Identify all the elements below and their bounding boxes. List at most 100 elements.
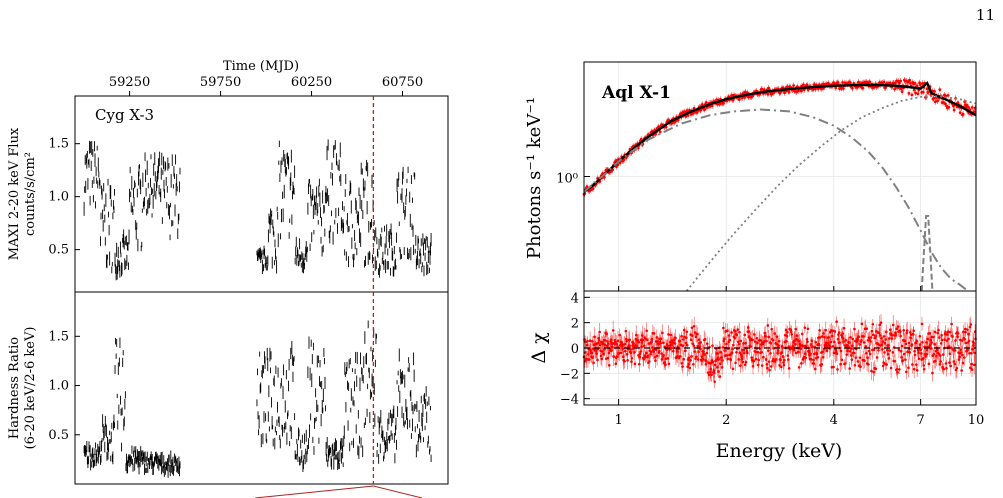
residual-point (844, 362, 847, 365)
residual-point (864, 352, 868, 355)
residual-point (898, 330, 902, 333)
residual-point (642, 344, 646, 348)
residual-point (685, 343, 689, 347)
residual-point (760, 364, 764, 367)
residual-point (958, 355, 961, 359)
residual-point (655, 354, 659, 358)
residual-point (713, 363, 717, 367)
x-tick-label: 10 (968, 413, 985, 428)
aql-x1-title: Aql X-1 (601, 83, 671, 103)
residual-point (754, 357, 758, 361)
residual-point (784, 328, 788, 332)
residual-point (660, 352, 663, 355)
residual-point (838, 341, 841, 344)
data-point (958, 111, 962, 115)
residual-point (730, 331, 733, 334)
residual-point (604, 339, 607, 342)
residual-point (814, 340, 818, 344)
residual-point (858, 356, 862, 359)
residual-point (695, 332, 699, 336)
residual-point (692, 324, 696, 328)
residual-point (794, 327, 797, 331)
residual-point (623, 342, 627, 346)
residual-point (973, 351, 976, 355)
x-tick-label: 60250 (291, 75, 332, 90)
residual-point (950, 322, 953, 326)
residual-point (674, 336, 677, 340)
residual-point (942, 367, 946, 371)
left-bottom-y-ticks: 0.5 1.0 1.5 (48, 329, 80, 443)
data-point (882, 80, 886, 84)
residual-point (865, 327, 868, 331)
residual-point (684, 341, 688, 345)
residual-point (813, 367, 817, 371)
residual-point (870, 329, 874, 333)
residual-point (777, 339, 781, 343)
residual-point (805, 337, 809, 341)
residual-point (688, 366, 692, 370)
residual-point (925, 353, 929, 356)
residual-point (969, 352, 973, 355)
residual-point (790, 330, 793, 334)
residual-point (919, 348, 922, 352)
residual-point (869, 336, 873, 339)
residual-point (851, 344, 854, 347)
residual-point (623, 359, 626, 363)
residual-point (912, 329, 916, 333)
data-point (691, 111, 695, 115)
right-bottom-residuals (582, 314, 977, 389)
residual-point (862, 335, 865, 338)
residual-point (848, 367, 851, 370)
data-point (947, 105, 951, 109)
residual-point (953, 349, 957, 352)
residual-point (689, 338, 693, 342)
residual-point (703, 353, 706, 356)
residual-point (626, 359, 629, 362)
residual-point (839, 362, 842, 366)
residual-point (854, 356, 858, 359)
residual-point (891, 323, 895, 327)
residual-point (726, 357, 730, 361)
residual-point (697, 350, 700, 354)
residual-point (759, 339, 763, 342)
residual-point (803, 352, 807, 355)
residual-point (835, 320, 838, 323)
residual-point (829, 340, 833, 344)
data-point (737, 98, 741, 101)
y-tick-label: 0.5 (48, 428, 69, 443)
residual-point (666, 357, 670, 360)
residual-point (933, 343, 936, 346)
residual-point (621, 347, 625, 350)
residual-point (930, 341, 933, 344)
residual-point (967, 332, 970, 336)
residual-point (948, 352, 952, 356)
residual-point (716, 352, 720, 355)
residual-point (887, 357, 891, 360)
left-top-x-ticks: 59250 59750 60250 60750 (109, 75, 423, 96)
residual-point (820, 335, 824, 338)
residual-point (722, 326, 725, 330)
residual-point (783, 358, 786, 362)
residual-point (924, 355, 927, 358)
residual-point (775, 335, 779, 339)
residual-point (796, 350, 800, 354)
y-tick-label: 0 (571, 342, 579, 357)
residual-point (584, 351, 587, 354)
residual-point (820, 363, 824, 366)
residual-point (680, 361, 684, 365)
residual-point (964, 330, 967, 334)
residual-point (616, 339, 620, 343)
residual-point (625, 340, 628, 343)
data-point (703, 108, 707, 111)
residual-point (970, 362, 973, 366)
data-point (967, 106, 970, 109)
residual-point (722, 339, 726, 343)
residual-point (770, 327, 774, 331)
residual-point (692, 363, 695, 366)
residual-point (739, 364, 742, 367)
residual-point (907, 341, 911, 345)
residual-point (773, 332, 777, 335)
data-point (915, 84, 919, 88)
residual-point (630, 356, 634, 360)
data-point (913, 81, 917, 85)
